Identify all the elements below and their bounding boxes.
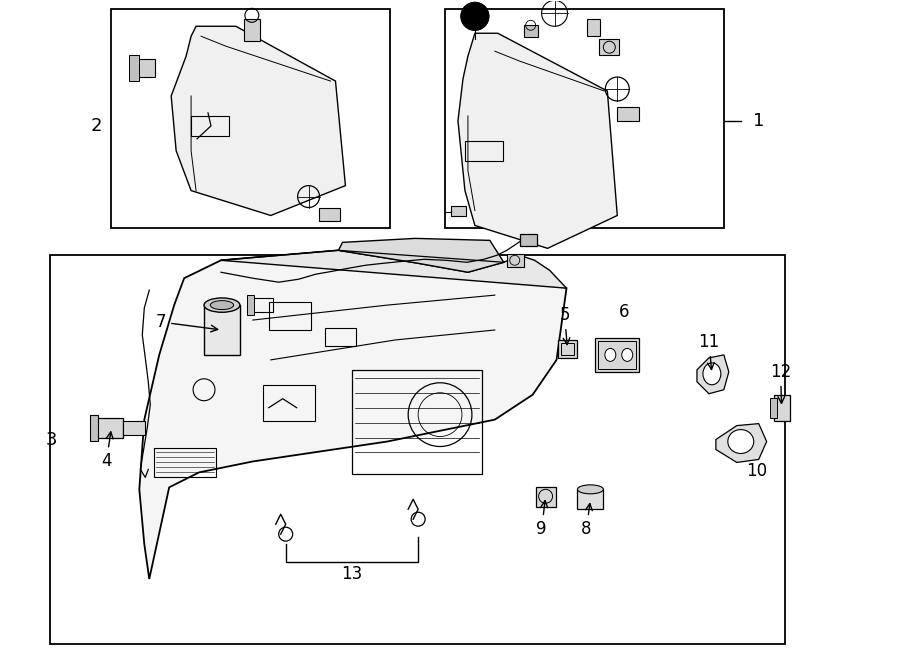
Ellipse shape xyxy=(622,348,633,362)
Bar xyxy=(519,235,536,247)
Ellipse shape xyxy=(728,430,753,453)
Text: 9: 9 xyxy=(536,500,547,538)
Text: 6: 6 xyxy=(619,303,629,321)
Bar xyxy=(112,9,391,229)
Bar xyxy=(50,255,785,644)
Circle shape xyxy=(461,3,489,30)
Bar xyxy=(561,343,574,355)
Text: 4: 4 xyxy=(101,432,113,471)
Bar xyxy=(465,141,503,161)
Bar xyxy=(325,328,356,346)
Bar xyxy=(770,398,777,418)
Ellipse shape xyxy=(211,301,234,309)
Ellipse shape xyxy=(204,298,240,312)
Bar xyxy=(319,208,340,221)
Bar xyxy=(445,9,724,229)
Bar xyxy=(536,487,555,507)
Bar xyxy=(191,116,229,136)
Bar xyxy=(97,418,123,438)
Ellipse shape xyxy=(605,348,616,362)
Bar xyxy=(253,298,273,312)
Polygon shape xyxy=(140,251,566,579)
Bar xyxy=(617,107,639,121)
Bar xyxy=(451,206,466,217)
Bar xyxy=(133,59,155,77)
Bar xyxy=(598,341,636,369)
Ellipse shape xyxy=(703,363,721,385)
Text: 11: 11 xyxy=(698,333,719,369)
Bar xyxy=(507,254,524,267)
Text: 7: 7 xyxy=(156,313,218,332)
Polygon shape xyxy=(338,239,504,272)
Bar xyxy=(599,39,619,55)
Bar xyxy=(247,295,254,315)
Bar xyxy=(204,305,240,355)
Polygon shape xyxy=(171,26,346,215)
Bar xyxy=(154,447,216,477)
Bar xyxy=(89,414,98,440)
Bar xyxy=(130,55,140,81)
Bar xyxy=(263,385,315,420)
Text: 2: 2 xyxy=(91,117,103,135)
Bar xyxy=(588,19,600,36)
Text: 12: 12 xyxy=(770,363,791,403)
Bar xyxy=(353,370,482,475)
Polygon shape xyxy=(458,33,617,249)
Polygon shape xyxy=(716,424,767,463)
Text: 10: 10 xyxy=(746,463,768,481)
Bar xyxy=(269,302,310,330)
Polygon shape xyxy=(221,251,566,288)
Bar xyxy=(557,340,578,358)
Text: 1: 1 xyxy=(753,112,764,130)
Text: 13: 13 xyxy=(341,565,362,583)
Bar xyxy=(123,420,145,434)
Bar xyxy=(578,489,603,509)
Text: 8: 8 xyxy=(581,504,592,538)
Bar xyxy=(774,395,789,420)
Bar xyxy=(596,338,639,372)
Text: 3: 3 xyxy=(46,430,58,449)
Polygon shape xyxy=(697,355,729,394)
Bar xyxy=(524,25,537,37)
Bar xyxy=(244,19,260,41)
Text: 5: 5 xyxy=(559,306,570,344)
Ellipse shape xyxy=(578,485,603,494)
